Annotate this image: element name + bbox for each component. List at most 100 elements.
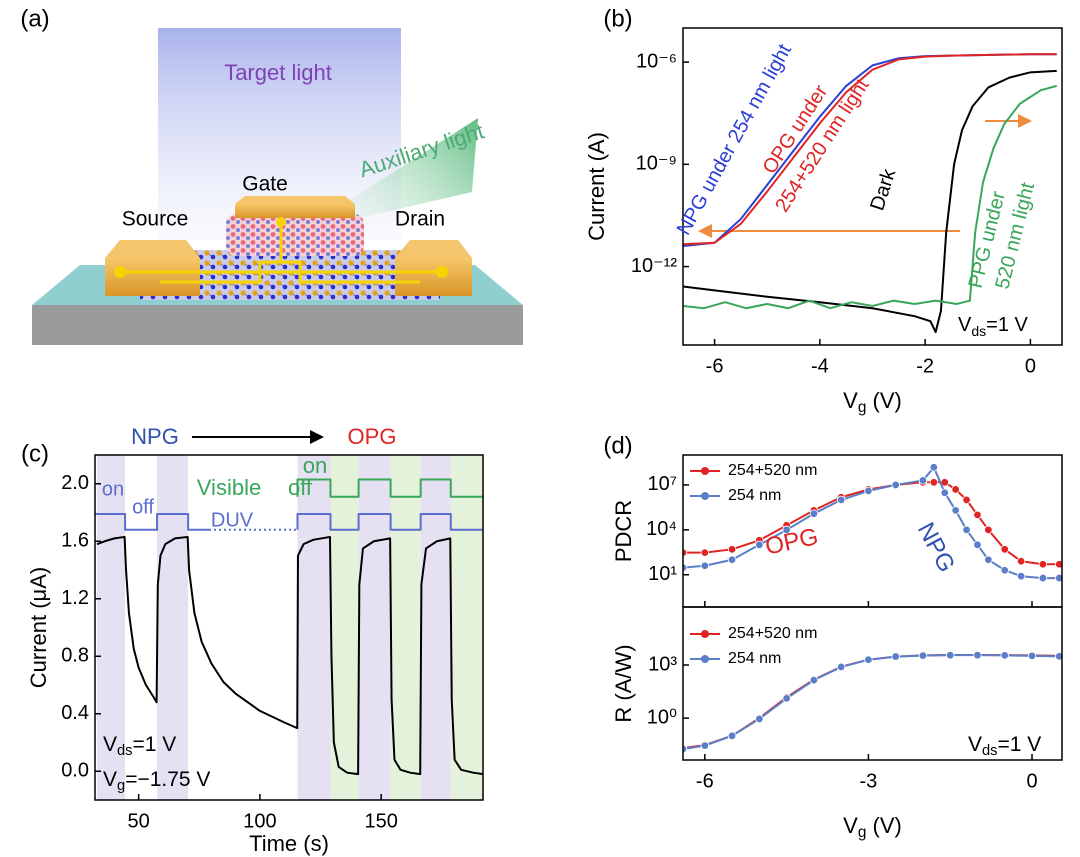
data-point [962,525,971,535]
text-part: =−1.75 V [125,768,210,791]
data-point [940,488,949,497]
annotation: Vg=−1.75 V [103,768,210,794]
data-point [929,478,939,487]
x-tick-label: -4 [811,355,829,377]
y-tick-label: 10⁻⁹ [636,153,677,175]
shaded-band [450,455,483,800]
data-line [683,481,1060,566]
data-point [962,495,971,505]
text-part: ds [982,743,998,759]
data-point [918,476,928,485]
data-point [951,485,960,494]
gate-layers [226,214,364,256]
legend-marker [701,630,709,638]
x-tick-label: 0 [1025,355,1036,377]
text-part: V [968,733,982,756]
data-point [782,525,791,535]
data-point [1055,652,1062,661]
data-point [1000,651,1009,660]
source-top [105,240,200,258]
y-axis-label: Current (μA) [26,567,51,688]
text-part: =1 V [986,314,1028,336]
data-point [891,480,900,490]
y-axis-label: Current (A) [584,132,609,241]
x-tick-label: 150 [364,810,397,832]
data-point [891,652,900,661]
data-line [683,53,1057,246]
data-point [809,509,819,518]
y-tick-label: 1.6 [61,530,89,552]
annotation: on [303,453,327,478]
data-point [700,548,710,557]
data-point [1055,560,1062,569]
chart-panel: 10⁻¹² 10⁻⁹ 10⁻⁶ -6 -4 -2 0 [631,27,1063,377]
legend-label: 254+520 nm [728,462,817,479]
y-tick-label: 10¹ [648,563,677,585]
gate-electrode [235,204,355,218]
x-axis-label: Vg (V) [843,813,902,841]
y-tick-label: 10⁰ [647,706,677,728]
data-point [727,555,737,564]
y-tick-label: 10⁻⁶ [636,50,677,72]
text-part: (V) [866,388,901,413]
legend-marker [701,467,709,475]
data-point [700,741,710,750]
legend-marker [701,655,709,663]
data-point [973,650,982,660]
annotation: off [132,496,154,518]
arrow-head [698,224,712,238]
x-axis-label: Time (s) [249,831,329,856]
data-point [727,731,737,741]
data-line [296,478,483,498]
data-point [918,651,928,660]
data-point [1000,545,1009,554]
data-line [683,84,1058,310]
y-tick-label: 10³ [648,653,677,675]
circuit-lines [120,222,442,284]
shaded-band [157,455,189,800]
data-point [1055,573,1062,583]
x-tick-label: 50 [128,810,150,832]
device-illustration: (a) Target light Auxiliary light Gate So… [20,5,523,345]
data-point [700,561,710,570]
y-tick-label: 10⁴ [646,518,677,540]
y-axis-label: R (A/W) [611,644,636,722]
data-point [755,540,764,550]
annotation: Dark [866,165,900,213]
shaded-band [297,455,331,800]
data-point [836,495,846,505]
text-part: (V) [866,813,901,838]
x-tick-label: 100 [243,810,276,832]
text-part: V [958,314,972,336]
chart-panel: 0.0 0.4 0.8 1.2 1.6 2.0 50 100 150 [61,454,484,832]
text-part: =1 V [998,733,1042,756]
y-tick-label: 10⁷ [648,473,677,495]
y-tick-label: 2.0 [61,472,89,494]
axes-frame [682,27,1063,346]
y-axis-label: PDCR [611,500,636,562]
text-part: V [843,388,858,413]
contact-dot [114,266,126,278]
data-point [1038,560,1048,569]
annotation: Vds=1 V [968,733,1041,759]
plot-area [95,455,483,800]
data-point [973,510,982,520]
data-line [296,512,483,531]
text-part: g [858,399,867,416]
arrow-head [310,430,324,444]
data-point [1016,571,1026,581]
arrow-head [1018,114,1032,128]
axes-frame [94,454,484,801]
data-point [1016,557,1026,566]
legend-label: 254+520 nm [728,625,817,642]
text-part: =1 V [133,733,177,756]
data-line [95,512,209,531]
drain-label: Drain [395,208,445,231]
x-axis-label: Vg (V) [843,388,902,416]
data-point [946,650,955,660]
text-part: g [858,824,867,841]
annotation: Vds=1 V [958,314,1029,338]
annotation: on [102,478,124,500]
